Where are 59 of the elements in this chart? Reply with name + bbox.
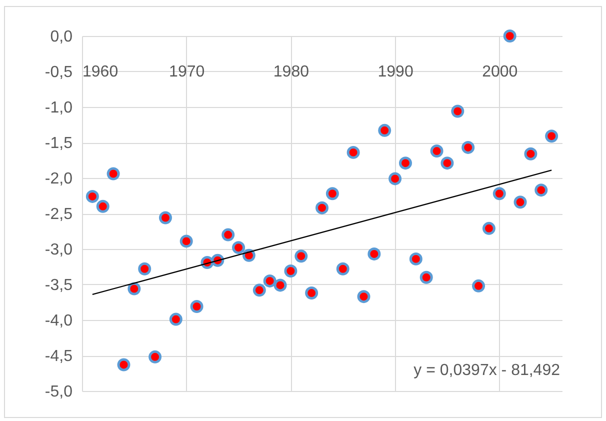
- y-tick-label: -4,5: [44, 348, 73, 365]
- point: [472, 279, 486, 292]
- point: [368, 247, 381, 260]
- x-tick-label: 1970: [169, 64, 205, 80]
- point: [106, 167, 120, 180]
- point: [232, 241, 246, 254]
- annotation: y = 0,0397x - 81,492: [414, 362, 560, 379]
- point: [96, 200, 110, 213]
- point: [388, 172, 402, 186]
- point: [346, 146, 360, 159]
- point: [128, 282, 141, 296]
- point: [316, 201, 328, 214]
- point: [86, 190, 99, 203]
- x-tick-label: 1960: [82, 64, 118, 80]
- point: [503, 30, 516, 42]
- x-tick-label: 1990: [378, 64, 414, 80]
- point: [420, 270, 433, 284]
- y-tick-label: -1,0: [44, 100, 73, 116]
- point: [158, 211, 172, 224]
- point: [430, 144, 444, 158]
- point: [440, 156, 454, 170]
- point: [284, 264, 298, 278]
- point: [514, 196, 527, 209]
- y-tick-label: -3,0: [44, 242, 73, 258]
- point: [190, 300, 204, 313]
- y-tick-label: -4,0: [44, 312, 73, 330]
- point: [148, 350, 162, 364]
- point: [252, 284, 266, 297]
- point: [357, 290, 370, 304]
- point: [409, 252, 422, 266]
- point: [117, 358, 130, 372]
- point: [222, 228, 235, 242]
- y-tick-label: -3,5: [44, 277, 73, 294]
- point: [336, 262, 350, 276]
- point: [534, 184, 548, 197]
- point: [294, 250, 308, 263]
- point: [263, 274, 276, 288]
- y-tick-label: -1,5: [44, 135, 73, 152]
- y-tick-label: 0,0: [50, 28, 73, 46]
- point: [169, 312, 182, 326]
- point: [545, 130, 558, 143]
- point: [524, 147, 538, 160]
- y-tick-label: -5,0: [44, 384, 73, 400]
- x-tick-label: 1980: [273, 64, 310, 80]
- y-tick-label: -2,0: [44, 170, 73, 188]
- point: [326, 187, 339, 200]
- point: [180, 234, 193, 248]
- point: [492, 187, 506, 200]
- point: [138, 262, 152, 276]
- y-tick-label: -0,5: [44, 64, 73, 81]
- x-tick-label: 2000: [482, 64, 518, 80]
- point: [482, 222, 496, 235]
- point: [274, 278, 287, 292]
- point: [305, 286, 318, 300]
- point: [398, 156, 412, 170]
- point: [378, 124, 392, 137]
- point: [451, 104, 464, 118]
- y-tick-label: -2,5: [44, 206, 73, 223]
- point: [462, 140, 475, 154]
